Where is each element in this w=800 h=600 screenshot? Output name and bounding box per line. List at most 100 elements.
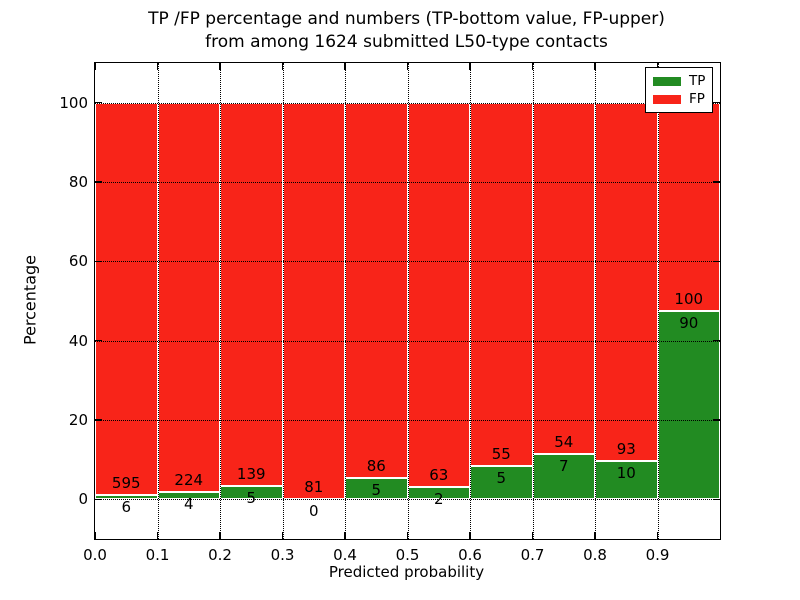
x-tick-mark-top bbox=[531, 63, 534, 70]
ticks-layer: 0.0 0.1 0.2 0.3 0.4 0.5 0.6 0.7 0.8 0.9 0 20 40 60 80 1… bbox=[59, 63, 720, 564]
chart-title-line1: TP /FP percentage and numbers (TP-bottom… bbox=[148, 9, 665, 29]
tp-count-label: 5 bbox=[496, 469, 507, 488]
gridline-vertical bbox=[407, 63, 409, 539]
x-tick-label: 0.0 bbox=[83, 546, 107, 564]
y-tick-mark-right bbox=[713, 339, 720, 342]
y-tick-mark bbox=[95, 339, 102, 342]
bar-fp-segment bbox=[532, 102, 595, 454]
x-tick-mark-top bbox=[281, 63, 284, 70]
x-tick-mark-top bbox=[94, 63, 96, 70]
y-tick-mark-right bbox=[713, 419, 720, 421]
x-tick-mark bbox=[594, 532, 596, 539]
legend: TP FP bbox=[645, 67, 713, 113]
y-axis-label: Percentage bbox=[20, 254, 40, 346]
x-tick-mark bbox=[469, 532, 471, 539]
y-tick-label: 0 bbox=[78, 490, 88, 509]
chart-title-line2: from among 1624 submitted L50-type conta… bbox=[205, 32, 608, 52]
tp-count-label: 0 bbox=[308, 502, 319, 521]
bar-tp-segment bbox=[595, 460, 658, 500]
x-tick-mark-top bbox=[594, 63, 596, 70]
x-tick-mark-top bbox=[656, 63, 659, 70]
x-tick-mark bbox=[281, 532, 284, 539]
plot-area: 0.0 0.1 0.2 0.3 0.4 0.5 0.6 0.7 0.8 0.9 0 20 40 60 80 1… bbox=[59, 62, 721, 564]
tp-count-label: 7 bbox=[558, 456, 569, 475]
bar-tp-segment bbox=[95, 495, 158, 500]
y-tick-label: 20 bbox=[68, 411, 88, 429]
x-tick-mark-top bbox=[469, 63, 471, 70]
gridline-vertical bbox=[157, 63, 159, 539]
y-tick-mark bbox=[95, 498, 102, 501]
gridline-vertical bbox=[345, 63, 346, 539]
x-tick-label: 0.2 bbox=[208, 546, 232, 564]
fp-count-label: 100 bbox=[674, 290, 704, 309]
tp-count-label: 10 bbox=[616, 463, 636, 482]
legend-entry-tp: TP bbox=[646, 73, 712, 89]
gridline-vertical bbox=[657, 63, 659, 539]
tp-count-label: 90 bbox=[679, 314, 699, 333]
bar-fp-segment bbox=[220, 102, 283, 486]
tp-count-label: 5 bbox=[371, 480, 382, 499]
legend-entry-fp: FP bbox=[646, 91, 712, 107]
bar-fp-segment bbox=[657, 102, 720, 312]
x-axis-label: Predicted probability bbox=[328, 563, 485, 581]
y-tick-label: 60 bbox=[68, 252, 88, 271]
x-tick-mark bbox=[531, 532, 534, 539]
fp-count-label: 224 bbox=[174, 471, 204, 490]
fp-count-label: 86 bbox=[366, 456, 386, 475]
x-tick-label: 0.9 bbox=[645, 546, 670, 564]
y-tick-label: 40 bbox=[68, 331, 88, 350]
tp-count-label: 6 bbox=[121, 498, 132, 517]
fp-count-label: 81 bbox=[304, 478, 324, 497]
fp-legend-label: FP bbox=[689, 91, 705, 107]
tp-legend-label: TP bbox=[689, 73, 706, 89]
fp-count-label: 55 bbox=[491, 445, 511, 464]
tp-legend-swatch bbox=[653, 77, 681, 86]
x-tick-label: 0.1 bbox=[145, 546, 170, 564]
x-tick-mark bbox=[656, 532, 659, 539]
tp-count-label: 4 bbox=[183, 495, 194, 514]
x-tick-mark-top bbox=[406, 63, 409, 70]
bar-fp-segment bbox=[282, 102, 345, 500]
bar-tp-segment bbox=[657, 311, 720, 500]
x-tick-label: 0.5 bbox=[395, 546, 420, 564]
x-tick-mark bbox=[219, 532, 221, 539]
x-tick-mark-top bbox=[344, 63, 346, 70]
y-tick-mark-right bbox=[713, 260, 720, 263]
fp-count-label: 595 bbox=[111, 474, 141, 493]
y-tick-mark-right bbox=[713, 498, 720, 501]
gridline-vertical bbox=[282, 63, 284, 539]
x-tick-mark bbox=[344, 532, 346, 539]
bar-fp-segment bbox=[345, 102, 408, 478]
x-tick-mark bbox=[94, 532, 96, 539]
fp-legend-swatch bbox=[653, 95, 681, 104]
x-tick-mark bbox=[156, 532, 159, 539]
x-tick-label: 0.3 bbox=[270, 546, 295, 564]
y-tick-mark-right bbox=[713, 101, 720, 104]
gridline-vertical bbox=[470, 63, 471, 539]
annotations-layer: 595 6 224 4 139 5 81 0 86 5 63 2 55 5 54 7 93 10 100 90 bbox=[95, 63, 720, 539]
y-tick-label: 100 bbox=[59, 93, 88, 112]
x-tick-label: 0.6 bbox=[458, 546, 482, 564]
fp-count-label: 63 bbox=[429, 466, 449, 485]
grid-layer bbox=[95, 63, 720, 539]
bar-fp-segment bbox=[95, 102, 158, 496]
y-tick-mark bbox=[95, 101, 102, 104]
y-tick-mark bbox=[95, 419, 102, 421]
gridline-vertical bbox=[220, 63, 221, 539]
fp-count-label: 139 bbox=[236, 464, 266, 483]
x-tick-mark-top bbox=[156, 63, 159, 70]
bar-tp-segment bbox=[470, 466, 533, 500]
y-tick-mark bbox=[95, 260, 102, 263]
x-tick-label: 0.4 bbox=[333, 546, 357, 564]
gridline-vertical bbox=[532, 63, 534, 539]
fp-count-label: 54 bbox=[554, 432, 574, 451]
tp-count-label: 5 bbox=[246, 488, 257, 507]
bar-fp-segment bbox=[157, 102, 220, 493]
y-tick-label: 80 bbox=[68, 173, 88, 191]
fp-count-label: 93 bbox=[616, 439, 636, 458]
chart-title: TP /FP percentage and numbers (TP-bottom… bbox=[94, 8, 719, 54]
x-tick-mark bbox=[406, 532, 409, 539]
bars-layer bbox=[95, 63, 720, 539]
bar-fp-segment bbox=[407, 102, 470, 488]
